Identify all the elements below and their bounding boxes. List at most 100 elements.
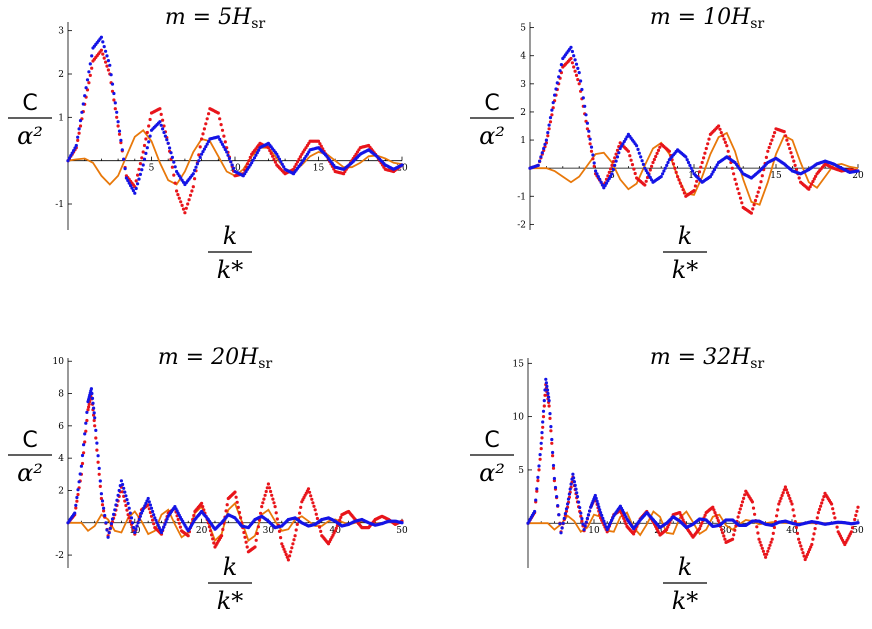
data-point bbox=[105, 64, 109, 68]
data-point bbox=[553, 93, 557, 97]
data-point bbox=[835, 525, 839, 529]
data-point bbox=[103, 513, 107, 518]
data-point bbox=[283, 550, 287, 554]
data-point bbox=[552, 476, 557, 481]
data-point bbox=[594, 169, 598, 173]
series-dots-red bbox=[66, 48, 404, 215]
data-point bbox=[555, 495, 559, 499]
data-point bbox=[736, 515, 740, 519]
data-point bbox=[107, 531, 111, 535]
data-point bbox=[853, 517, 857, 522]
data-point bbox=[245, 545, 249, 549]
data-point bbox=[78, 124, 83, 128]
data-point bbox=[738, 507, 742, 511]
data-point bbox=[750, 500, 755, 504]
data-point bbox=[589, 149, 594, 153]
x-tick-label: 30 bbox=[263, 526, 275, 536]
data-point bbox=[319, 144, 323, 148]
data-point bbox=[581, 96, 585, 100]
data-point bbox=[573, 483, 577, 487]
data-point bbox=[636, 147, 640, 151]
data-point bbox=[92, 411, 96, 415]
data-point bbox=[667, 149, 672, 153]
data-point bbox=[799, 544, 803, 548]
data-point bbox=[95, 441, 99, 445]
data-point bbox=[159, 112, 163, 116]
data-point bbox=[117, 129, 122, 133]
data-point bbox=[124, 494, 128, 498]
data-point bbox=[808, 547, 812, 552]
data-point bbox=[595, 172, 599, 176]
data-point bbox=[141, 150, 145, 154]
data-point bbox=[117, 132, 122, 136]
data-point bbox=[733, 177, 737, 181]
x-tick-label: 50 bbox=[852, 526, 864, 536]
data-point bbox=[549, 425, 553, 429]
data-point bbox=[105, 54, 109, 58]
data-point bbox=[645, 171, 650, 175]
data-point bbox=[541, 409, 546, 413]
data-point bbox=[793, 163, 797, 167]
y-tick-label: 3 bbox=[58, 27, 64, 37]
data-point bbox=[677, 178, 681, 182]
data-point bbox=[771, 531, 775, 536]
data-point bbox=[191, 172, 195, 176]
data-point bbox=[781, 491, 785, 495]
data-point bbox=[294, 528, 298, 532]
data-point bbox=[76, 488, 80, 492]
data-point bbox=[688, 163, 692, 167]
data-point bbox=[545, 388, 550, 392]
data-point bbox=[807, 187, 811, 191]
data-point bbox=[190, 189, 194, 193]
data-point bbox=[780, 493, 784, 498]
data-point bbox=[561, 521, 565, 525]
data-point bbox=[126, 178, 130, 183]
data-point bbox=[580, 517, 584, 521]
data-point bbox=[584, 520, 588, 524]
data-point bbox=[207, 525, 211, 529]
data-point bbox=[151, 509, 155, 514]
data-point bbox=[212, 541, 216, 545]
data-point bbox=[655, 151, 659, 155]
y-label-numerator: C bbox=[484, 91, 499, 116]
data-point bbox=[152, 522, 156, 526]
data-point bbox=[116, 120, 120, 124]
data-point bbox=[122, 157, 126, 161]
data-point bbox=[128, 511, 132, 515]
data-point bbox=[725, 144, 729, 148]
data-point bbox=[611, 168, 616, 172]
data-point bbox=[739, 503, 744, 508]
data-point bbox=[779, 496, 783, 500]
data-point bbox=[767, 145, 771, 150]
data-point bbox=[666, 525, 670, 529]
data-point bbox=[175, 189, 179, 193]
x-tick-label: 5 bbox=[149, 164, 155, 174]
data-point bbox=[778, 499, 782, 503]
data-point bbox=[97, 472, 101, 476]
data-point bbox=[551, 454, 555, 458]
data-point bbox=[554, 87, 558, 91]
data-point bbox=[682, 191, 687, 195]
data-point bbox=[148, 503, 152, 507]
data-point bbox=[580, 519, 584, 523]
data-point bbox=[115, 110, 119, 114]
data-point bbox=[576, 78, 580, 82]
data-point bbox=[205, 117, 209, 121]
data-point bbox=[101, 40, 105, 44]
data-point bbox=[559, 531, 563, 535]
data-point bbox=[643, 183, 647, 187]
data-point bbox=[676, 175, 680, 179]
data-point bbox=[162, 525, 166, 529]
y-tick-label: 8 bbox=[58, 390, 64, 400]
data-point bbox=[697, 170, 702, 174]
data-point bbox=[536, 163, 540, 167]
data-point bbox=[170, 165, 174, 169]
data-point bbox=[730, 166, 734, 170]
panel-title: m = 32Hsr bbox=[650, 345, 765, 372]
data-point bbox=[821, 498, 825, 502]
data-point bbox=[703, 513, 707, 517]
data-point bbox=[594, 496, 598, 500]
data-point bbox=[740, 500, 745, 504]
data-point bbox=[147, 124, 151, 128]
data-point bbox=[629, 158, 633, 162]
